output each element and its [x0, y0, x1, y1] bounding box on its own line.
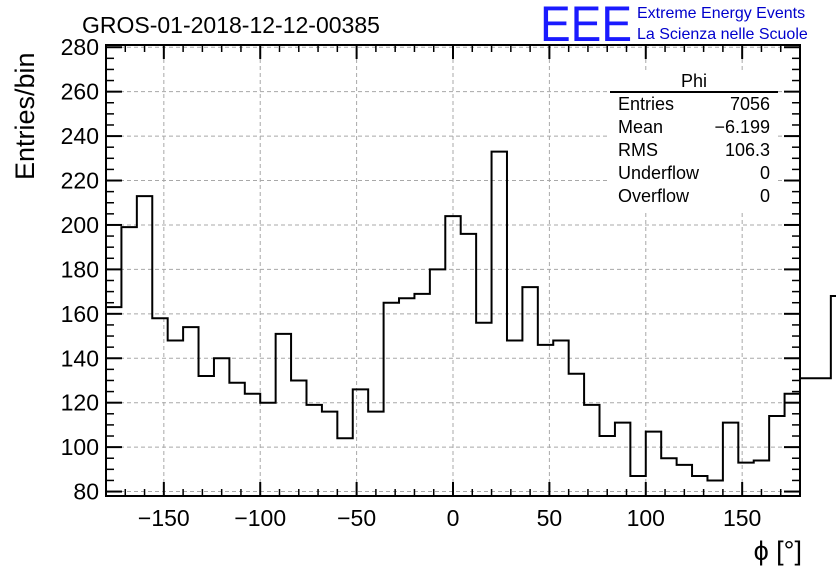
x-tick-label: 100	[627, 505, 665, 531]
histogram-outline	[106, 150, 836, 482]
y-tick-label: 240	[61, 123, 99, 149]
stats-box-title: Phi	[681, 71, 707, 91]
eee-logo-mark: EEE	[540, 0, 632, 52]
histogram-bars	[106, 150, 836, 482]
stats-box: Phi Entries 7056 Mean −6.199 RMS 106.3 Underfl…	[610, 71, 778, 212]
x-tick-label: −100	[234, 505, 286, 531]
eee-logo-line2: La Scienza nelle Scuole	[637, 26, 808, 43]
x-tick-label: −50	[337, 505, 376, 531]
y-tick-labels: 80 100 120 140 160 180 200 220 240 260 280	[61, 34, 99, 504]
y-axis-title: Entries/bin	[10, 52, 40, 180]
x-tick-label: −150	[138, 505, 190, 531]
stats-row-label: RMS	[618, 140, 658, 160]
stats-row-label: Overflow	[618, 186, 690, 206]
eee-logo-line1: Extreme Energy Events	[637, 5, 805, 22]
y-tick-label: 180	[61, 256, 99, 282]
stats-row-value: −6.199	[714, 117, 770, 137]
y-tick-label: 120	[61, 390, 99, 416]
stats-row-value: 7056	[730, 94, 770, 114]
y-tick-label: 140	[61, 345, 99, 371]
x-tick-labels: −150 −100 −50 0 50 100 150	[138, 505, 761, 531]
eee-logo: EEE Extreme Energy Events La Scienza nel…	[540, 0, 808, 52]
x-axis-title: ϕ [°]	[754, 536, 802, 566]
x-tick-label: 50	[537, 505, 563, 531]
y-tick-label: 200	[61, 212, 99, 238]
stats-row-value: 0	[760, 163, 770, 183]
stats-row-label: Entries	[618, 94, 674, 114]
y-tick-label: 80	[73, 479, 99, 505]
stats-row-label: Underflow	[618, 163, 700, 183]
y-tick-label: 100	[61, 434, 99, 460]
y-tick-label: 260	[61, 79, 99, 105]
stats-row-value: 106.3	[725, 140, 770, 160]
x-tick-label: 0	[447, 505, 460, 531]
axis-ticks	[106, 45, 800, 496]
stats-row-label: Mean	[618, 117, 663, 137]
y-tick-label: 280	[61, 34, 99, 60]
y-tick-label: 220	[61, 168, 99, 194]
y-tick-label: 160	[61, 301, 99, 327]
stats-row-value: 0	[760, 186, 770, 206]
x-tick-label: 150	[723, 505, 761, 531]
chart-title: GROS-01-2018-12-12-00385	[82, 12, 380, 38]
